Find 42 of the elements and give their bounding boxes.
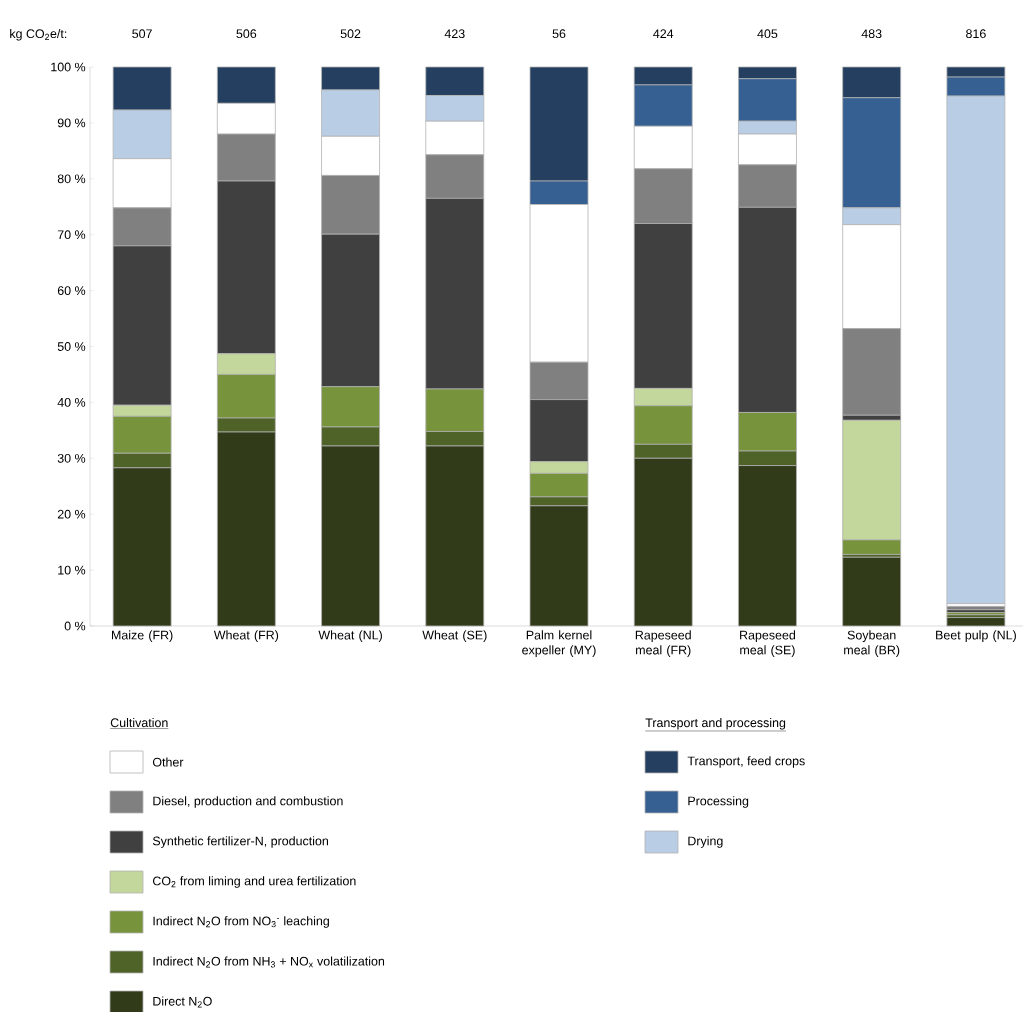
x-tick-label: Soybean meal (BR) [844,630,900,657]
y-tick-label: 40 % [57,397,86,407]
text: 816 [966,29,986,39]
text: 405 [757,29,778,39]
text: 502 [340,29,361,39]
legend-label: Drying [688,836,723,848]
y-tick-label: 60 % [57,286,86,295]
text: 423 [444,29,465,39]
x-tick-label: Rapeseed meal (FR) [635,630,691,657]
y-tick-label: 80 % [57,174,86,184]
y-tick-label: 0 % [64,621,86,631]
legend-label: Direct N$_{2}$O [153,996,212,1008]
y-tick-label: 30 % [57,453,86,463]
text: 507 [132,29,152,39]
text: Transport and processing [645,717,786,730]
y-tick-label: 20 % [57,509,86,519]
y-tick-label: 100 % [51,62,86,72]
text: 506 [236,29,257,39]
legend-label: Indirect N$_{2}$O from NH$_{3}$ + NO$_{x}$ volatilization [153,956,385,968]
x-tick-label: Rapeseed meal (SE) [740,630,796,657]
x-tick-label: Palm kernel expeller (MY) [522,630,596,657]
legend-label: Indirect N$_{2}$O from NO$_{3}$$^{-}$ leaching [153,916,329,928]
text: kg CO$_{2}$e/t: [10,28,67,41]
legend-label: CO$_{2}$ from liming and urea fertilization [152,876,356,888]
legend-label: Other [152,757,184,767]
legend-label: Transport, feed crops [687,756,805,768]
text: 483 [861,29,882,39]
y-tick-label: 70 % [57,230,86,240]
x-tick-label: Maize (FR) [111,630,173,642]
legend-label: Synthetic fertilizer-N, production [152,836,328,848]
x-tick-label: Wheat (SE) [422,630,487,642]
x-tick-label: Wheat (NL) [318,630,382,642]
y-tick-label: 10 % [58,565,86,575]
text: Cultivation [110,717,168,728]
legend-label: Diesel, production and combustion [153,796,343,808]
x-tick-label: Wheat (FR) [213,630,279,642]
legend-label: Processing [688,796,749,808]
y-tick-label: 90 % [57,118,86,128]
text: 56 [552,29,566,39]
text: 424 [653,29,674,38]
x-tick-label: Beet pulp (NL) [936,630,1016,642]
y-tick-label: 50 % [57,342,86,351]
